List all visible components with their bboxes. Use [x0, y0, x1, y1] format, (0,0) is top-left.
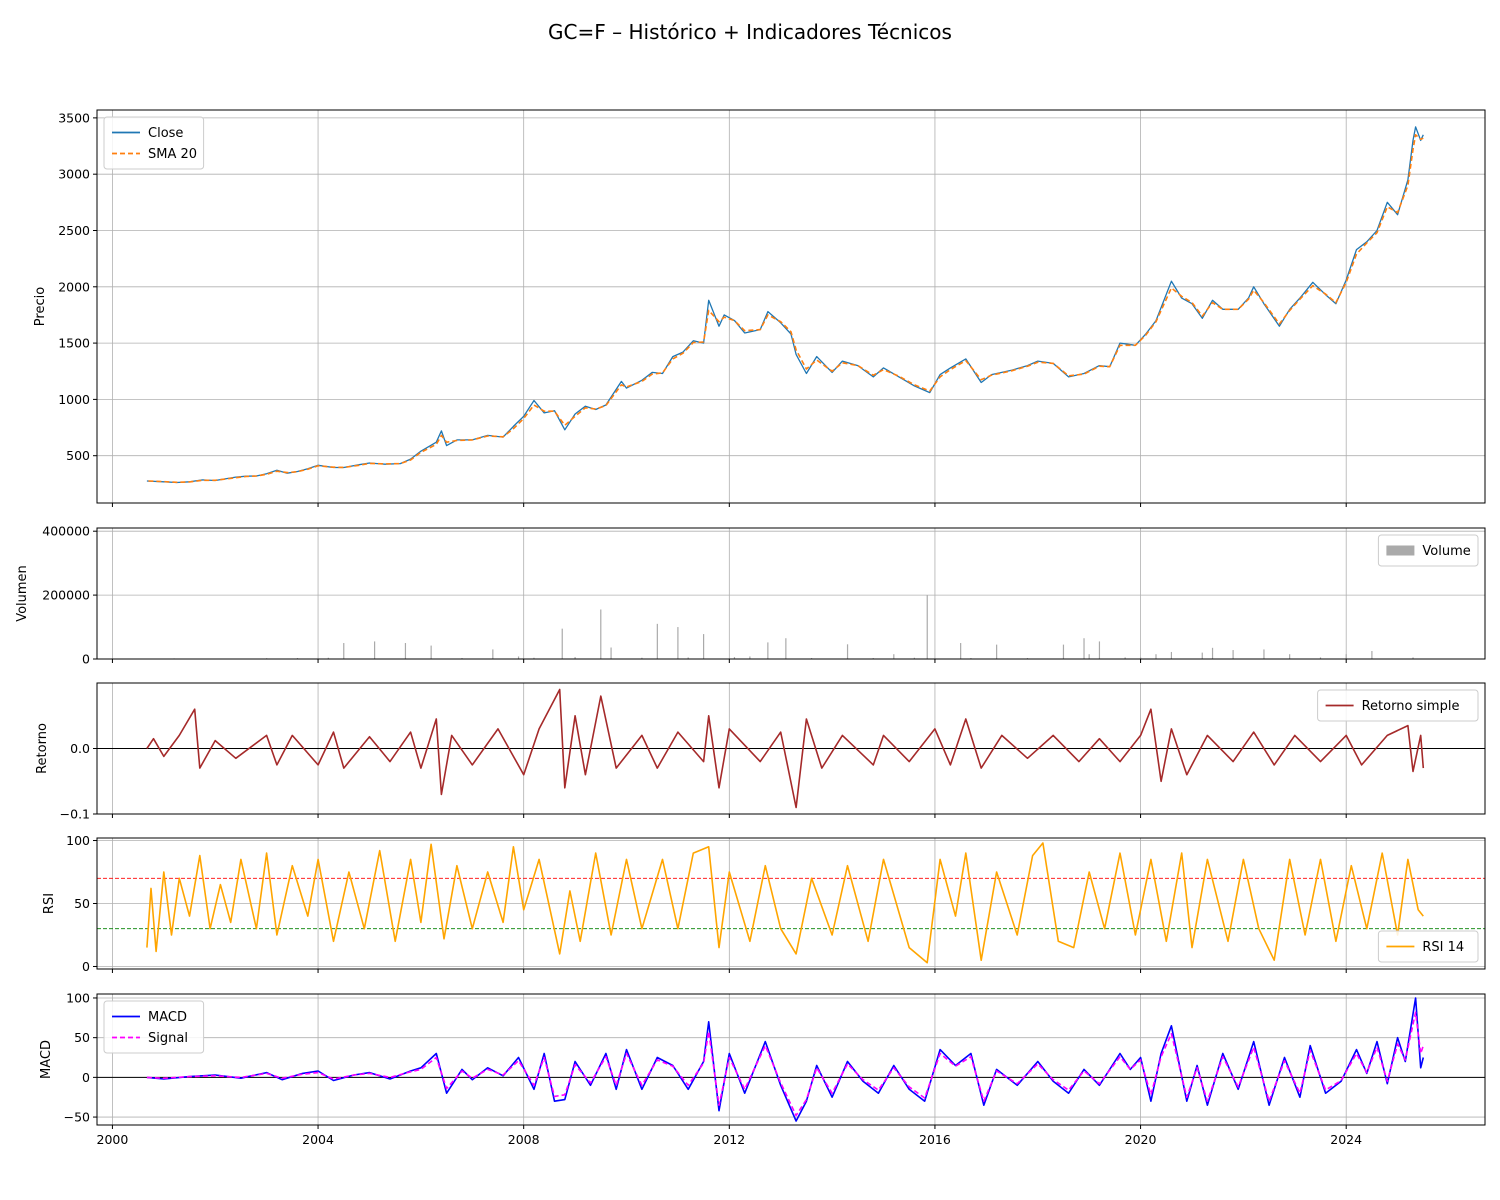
y-tick-label: 100: [66, 833, 90, 848]
legend-label: MACD: [148, 1010, 187, 1025]
returns-legend: Retorno simple: [1317, 689, 1479, 722]
y-axis-label: Precio: [33, 287, 48, 326]
x-tick-label: 2008: [508, 1132, 540, 1147]
series-line-close: [146, 126, 1424, 484]
returns-panel: −0.1 0.0 Retorno Retorno simple: [35, 682, 1486, 822]
series-line-retorno-simple: [146, 688, 1425, 809]
rsi-grid: [97, 838, 1485, 969]
series-line-macd: [146, 997, 1425, 1122]
legend-label: Volume: [1422, 544, 1470, 559]
y-tick-label: 0: [82, 652, 90, 667]
y-axis-label: MACD: [39, 1040, 54, 1079]
returns-axes-frame: [96, 682, 1486, 815]
y-tick-label: 2500: [58, 223, 90, 238]
legend-box: [103, 1000, 205, 1054]
legend-label: Retorno simple: [1362, 699, 1460, 714]
series-line-rsi-14: [146, 842, 1424, 964]
y-tick-label: −50: [64, 1110, 90, 1125]
y-tick-label: 0: [82, 959, 90, 974]
legend-label: Signal: [148, 1031, 188, 1046]
y-tick-label: −0.1: [60, 807, 90, 822]
legend-label: Close: [148, 126, 183, 141]
legend-box: [103, 116, 205, 170]
x-tick-label: 2000: [97, 1132, 129, 1147]
y-tick-label: 400000: [42, 524, 90, 539]
price-axes-frame: [96, 109, 1486, 504]
y-axis-label: Retorno: [35, 723, 50, 774]
volume-plot-area: [173, 595, 1414, 659]
y-tick-label: 200000: [42, 588, 90, 603]
price-grid: [97, 110, 1485, 503]
legend-box: [1377, 930, 1479, 963]
rsi-plot-area: [146, 842, 1424, 964]
panels: 500100015002000250030003500PrecioCloseSM…: [15, 109, 1486, 1147]
volume-axes-frame: [96, 527, 1486, 660]
rsi-panel: 0 50 100 RSI RSI 14: [42, 833, 1486, 974]
y-tick-label: 50: [74, 1030, 90, 1045]
macd-grid: [97, 994, 1485, 1125]
legend-box: [1317, 689, 1479, 722]
x-tick-label: 2016: [919, 1132, 951, 1147]
volume-panel: 0 200000 400000 Volumen Volume: [15, 524, 1486, 667]
y-tick-label: 1000: [58, 392, 90, 407]
legend-label: RSI 14: [1422, 940, 1464, 955]
macd-axes-frame: [96, 993, 1486, 1126]
y-tick-label: 2000: [58, 279, 90, 294]
y-tick-label: 3000: [58, 167, 90, 182]
x-tick-label: 2012: [713, 1132, 745, 1147]
price-legend: Close SMA 20: [103, 116, 205, 170]
y-tick-label: 1500: [58, 336, 90, 351]
y-axis-label: Volumen: [15, 565, 30, 622]
rsi-legend: RSI 14: [1377, 930, 1479, 963]
legend-label: SMA 20: [148, 147, 197, 162]
y-tick-label: 100: [66, 990, 90, 1005]
y-tick-label: 0: [82, 1070, 90, 1085]
macd-panel: −50 0 50 100 2000 2004 2008 2012 2016 2020 2024 MAC…: [39, 990, 1486, 1147]
legend-swatch: [1386, 545, 1415, 556]
y-tick-label: 500: [66, 448, 90, 463]
macd-legend: MACD Signal: [103, 1000, 205, 1054]
returns-plot-area: [146, 688, 1425, 809]
y-tick-label: 50: [74, 896, 90, 911]
volume-grid: [97, 528, 1485, 660]
macd-plot-area: [146, 997, 1425, 1122]
y-axis-label: RSI: [42, 893, 57, 914]
volume-legend: Volume: [1377, 534, 1479, 567]
series-line-sma-20: [148, 134, 1424, 484]
x-tick-label: 2004: [302, 1132, 334, 1147]
y-tick-label: 0.0: [70, 741, 90, 756]
x-tick-label: 2024: [1330, 1132, 1362, 1147]
legend-box: [1377, 534, 1479, 567]
x-tick-label: 2020: [1125, 1132, 1157, 1147]
figure-title: GC=F – Histórico + Indicadores Técnicos: [548, 20, 952, 44]
rsi-axes-frame: [96, 837, 1486, 970]
series-line-signal: [146, 1011, 1425, 1117]
price-plot-area: [146, 126, 1424, 484]
y-tick-label: 3500: [58, 110, 90, 125]
price-panel: 500 1000 1500 2000 2500 3000 3500 Precio Close SM…: [33, 109, 1486, 507]
